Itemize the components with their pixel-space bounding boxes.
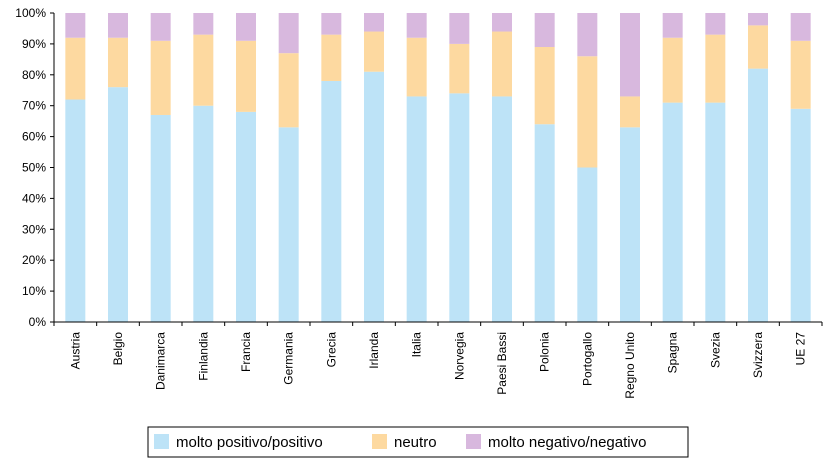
bar-segment-2-11	[492, 31, 512, 97]
x-tick-label: Francia	[239, 332, 253, 372]
y-tick-labels: 0% 10% 20% 30% 40% 50% 60% 70% 80% 90% 100%	[15, 6, 54, 329]
legend: molto positivo/positivo neutro molto negat…	[147, 426, 689, 458]
bar-segment-1-1	[65, 99, 86, 323]
bar-segment-1-18	[790, 108, 811, 322]
x-tick-label: Paesi Bassi	[495, 332, 509, 395]
bar-segment-1-14	[620, 127, 640, 322]
y-tick-label: 20%	[22, 253, 46, 267]
bar-segment-3-10	[449, 13, 470, 44]
bar-segment-1-7	[321, 80, 342, 322]
x-tick-label: Svizzera	[751, 332, 765, 378]
bar-segment-1-3	[150, 114, 171, 322]
bar-segment-2-3	[150, 40, 171, 115]
x-tick-labels: Austria Belgio Danimarca Finlandia Francia Ge…	[68, 332, 807, 399]
legend-frame	[147, 426, 689, 458]
y-tick-label: 30%	[22, 222, 46, 236]
y-tick-label: 70%	[22, 99, 46, 113]
bar-segment-3-15	[662, 13, 683, 38]
legend-label: neutro	[394, 434, 437, 451]
bar-segment-3-2	[108, 13, 128, 38]
x-tick-label: Svezia	[708, 332, 722, 368]
bar-segment-3-4	[193, 13, 214, 35]
bars-group	[65, 13, 811, 323]
bar-segment-1-13	[577, 167, 598, 322]
bar-segment-2-9	[406, 37, 427, 97]
bar-segment-2-10	[449, 43, 470, 94]
y-tick-label: 80%	[22, 68, 46, 82]
bar-segment-1-8	[364, 71, 384, 323]
x-tick-label: Polonia	[538, 332, 552, 372]
bar-segment-3-3	[150, 13, 171, 41]
y-tick-label: 60%	[22, 130, 46, 144]
bar-segment-1-17	[748, 68, 768, 323]
bar-segment-3-17	[748, 13, 768, 26]
bar-segment-2-13	[577, 56, 598, 168]
bar-segment-2-16	[705, 34, 726, 103]
bar-segment-3-6	[278, 13, 299, 54]
bar-segment-3-5	[236, 13, 256, 41]
x-tick-label: Danimarca	[154, 332, 168, 390]
bar-segment-2-7	[321, 34, 342, 81]
legend-swatch	[466, 434, 481, 449]
bar-segment-1-9	[406, 96, 427, 323]
y-tick-label: 10%	[22, 284, 46, 298]
bar-segment-2-18	[790, 40, 811, 109]
bar-segment-2-8	[364, 31, 384, 72]
x-tick-label: Portogallo	[580, 332, 594, 386]
y-tick-label: 100%	[15, 6, 46, 20]
bar-segment-1-11	[492, 96, 512, 323]
bar-segment-3-12	[534, 13, 555, 47]
bar-segment-3-13	[577, 13, 598, 57]
bar-segment-3-8	[364, 13, 384, 32]
bar-segment-2-15	[662, 37, 683, 103]
legend-swatch	[154, 434, 169, 449]
y-tick-label: 50%	[22, 161, 46, 175]
bar-segment-2-17	[748, 25, 768, 69]
bar-segment-1-12	[534, 124, 555, 323]
bar-segment-1-4	[193, 105, 214, 322]
x-tick-label: Spagna	[666, 332, 680, 374]
bar-segment-3-7	[321, 13, 342, 35]
bar-segment-1-10	[449, 93, 470, 322]
bar-segment-2-12	[534, 46, 555, 125]
bar-segment-3-18	[790, 13, 811, 41]
legend-swatch	[372, 434, 387, 449]
legend-label: molto negativo/negativo	[488, 434, 646, 451]
legend-label: molto positivo/positivo	[176, 434, 323, 451]
bar-segment-1-16	[705, 102, 726, 322]
x-tick-label: Italia	[410, 332, 424, 358]
x-tick-label: Regno Unito	[623, 332, 637, 399]
bar-segment-3-11	[492, 13, 512, 32]
x-tick-label: Germania	[282, 332, 296, 385]
bar-segment-2-6	[278, 53, 299, 128]
bar-segment-1-6	[278, 127, 299, 322]
bar-segment-3-14	[620, 13, 640, 97]
x-tick-label: Finlandia	[196, 332, 210, 381]
y-tick-label: 0%	[29, 315, 47, 329]
y-tick-label: 40%	[22, 191, 46, 205]
x-tick-label: Norvegia	[452, 332, 466, 380]
bar-segment-2-2	[108, 37, 128, 88]
bar-segment-1-2	[108, 87, 128, 322]
y-tick-label: 90%	[22, 37, 46, 51]
bar-segment-2-4	[193, 34, 214, 106]
x-tick-label: UE 27	[794, 332, 808, 366]
bar-segment-1-5	[236, 111, 256, 322]
bar-segment-3-9	[406, 13, 427, 38]
x-tick-label: Grecia	[324, 332, 338, 368]
bar-segment-3-1	[65, 13, 86, 38]
bar-segment-2-14	[620, 96, 640, 128]
bar-segment-2-1	[65, 37, 86, 100]
bar-segment-2-5	[236, 40, 256, 112]
x-tick-label: Belgio	[111, 332, 125, 366]
bar-segment-3-16	[705, 13, 726, 35]
x-tick-label: Irlanda	[367, 332, 381, 369]
x-tick-label: Austria	[68, 332, 82, 370]
bar-segment-1-15	[662, 102, 683, 322]
